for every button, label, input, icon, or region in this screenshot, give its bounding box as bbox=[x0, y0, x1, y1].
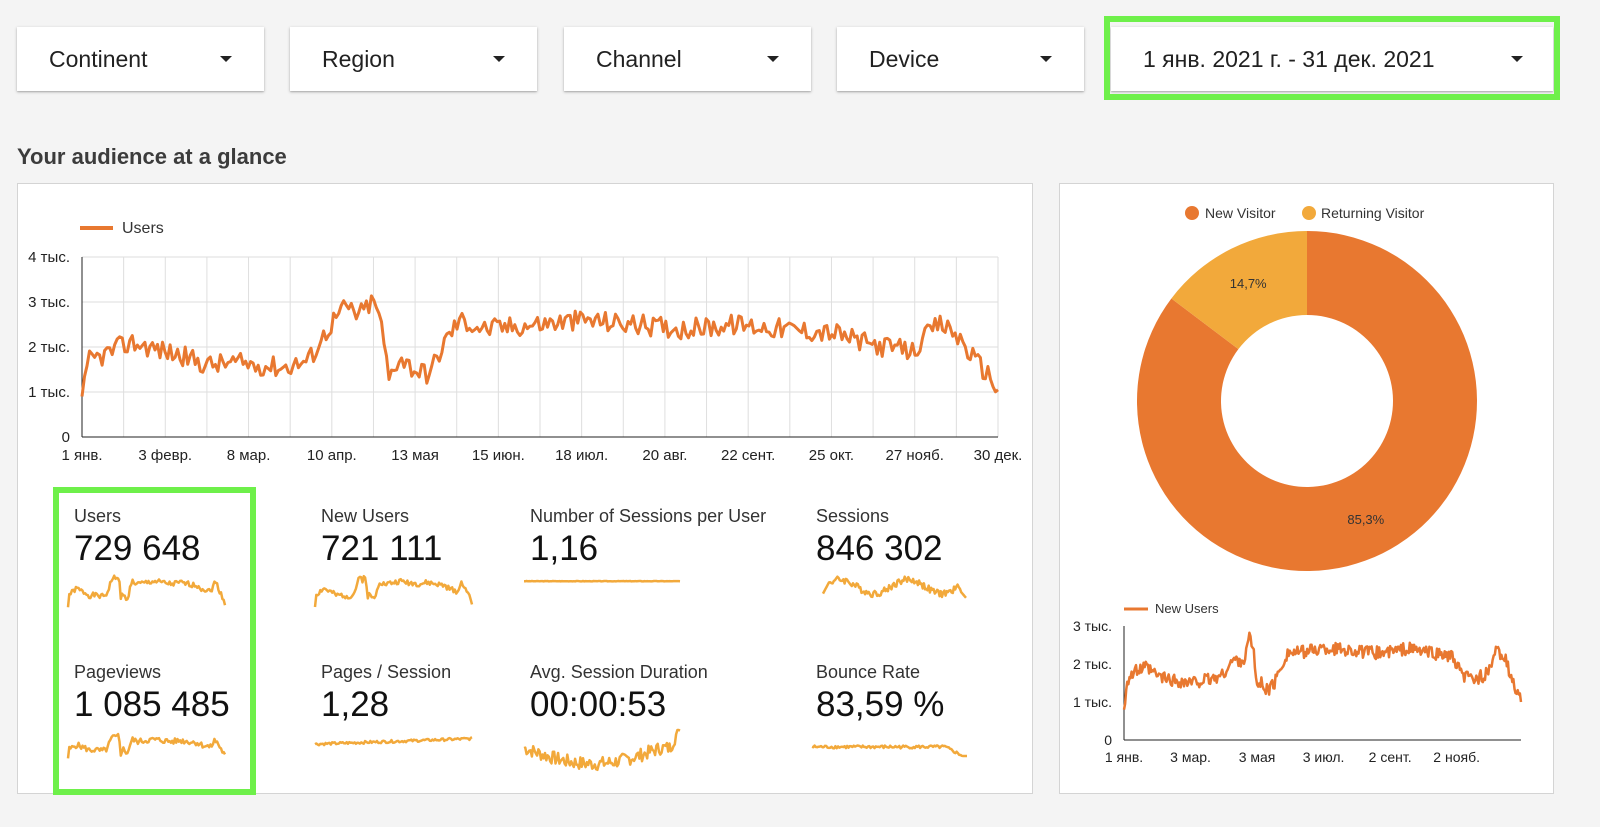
metric-sessions: Sessions 846 302 bbox=[816, 506, 943, 569]
users-series-line bbox=[80, 294, 999, 397]
chevron-down-icon bbox=[767, 56, 779, 62]
metric-value: 1 085 485 bbox=[74, 685, 230, 724]
metric-value: 00:00:53 bbox=[530, 685, 667, 724]
filter-device-label: Device bbox=[869, 45, 940, 72]
metric-label: New Users bbox=[321, 506, 410, 526]
x-tick-label: 1 янв. bbox=[61, 447, 102, 464]
metric-label: Pageviews bbox=[74, 662, 162, 682]
pie-slice-returning-visitor bbox=[1171, 231, 1307, 350]
metric-label: Number of Sessions per User bbox=[530, 506, 767, 526]
users-legend: Users bbox=[80, 220, 164, 237]
pie-label-returning-visitor: 14,7% bbox=[1230, 276, 1267, 291]
x-tick-label: 3 июл. bbox=[1303, 749, 1345, 765]
x-tick-label: 3 мая bbox=[1239, 749, 1276, 765]
y-tick-label: 1 тыс. bbox=[1073, 694, 1112, 710]
metric-avg-session-duration: Avg. Session Duration 00:00:53 bbox=[530, 662, 708, 725]
legend-new-visitor-swatch bbox=[1185, 206, 1199, 220]
chevron-down-icon bbox=[220, 56, 232, 62]
donut-legend: New Visitor Returning Visitor bbox=[1185, 205, 1425, 221]
metric-pages-per-session: Pages / Session 1,28 bbox=[321, 662, 451, 725]
metric-value: 729 648 bbox=[74, 529, 201, 568]
sparklines bbox=[66, 574, 967, 772]
filter-date-range-label: 1 янв. 2021 г. - 31 дек. 2021 bbox=[1143, 45, 1435, 72]
sessions-sparkline bbox=[821, 575, 967, 599]
metric-value: 1,28 bbox=[321, 685, 390, 724]
y-tick-label: 2 тыс. bbox=[28, 339, 70, 356]
x-tick-label: 18 июл. bbox=[555, 447, 608, 464]
filter-channel[interactable]: Channel bbox=[564, 27, 811, 91]
x-tick-label: 3 февр. bbox=[138, 447, 192, 464]
filter-channel-label: Channel bbox=[596, 45, 682, 72]
y-tick-label: 3 тыс. bbox=[1073, 618, 1112, 634]
x-tick-label: 2 сент. bbox=[1369, 749, 1412, 765]
x-tick-label: 8 мар. bbox=[227, 447, 271, 464]
metric-users: Users 729 648 bbox=[74, 506, 201, 569]
new-users-chart: New Users 0 1 тыс. 2 тыс. 3 тыс. 1 янв. 3 ма… bbox=[1073, 601, 1523, 765]
metric-label: Users bbox=[74, 506, 122, 526]
metric-label: Bounce Rate bbox=[816, 662, 921, 682]
users-chart: Users 0 1 тыс. 2 тыс. 3 тыс. 4 тыс. 1 янв. 3 … bbox=[28, 220, 1023, 464]
filter-date-range[interactable]: 1 янв. 2021 г. - 31 дек. 2021 bbox=[1111, 27, 1553, 91]
x-tick-label: 1 янв. bbox=[1105, 749, 1143, 765]
x-tick-label: 27 нояб. bbox=[886, 447, 944, 464]
filter-continent[interactable]: Continent bbox=[17, 27, 264, 91]
section-title: Your audience at a glance bbox=[17, 144, 287, 169]
x-tick-label: 2 нояб. bbox=[1433, 749, 1480, 765]
avg-session-duration-sparkline bbox=[523, 728, 681, 772]
metric-label: Pages / Session bbox=[321, 662, 452, 682]
chevron-down-icon bbox=[1511, 56, 1523, 62]
legend-returning-visitor-swatch bbox=[1302, 206, 1316, 220]
legend-returning-visitor: Returning Visitor bbox=[1321, 205, 1425, 221]
filter-region-label: Region bbox=[322, 45, 395, 72]
y-tick-label: 0 bbox=[1104, 732, 1112, 748]
chevron-down-icon bbox=[493, 56, 505, 62]
new-users-series-line bbox=[1122, 631, 1523, 710]
metric-pageviews: Pageviews 1 085 485 bbox=[74, 662, 230, 725]
new-users-sparkline bbox=[313, 574, 474, 608]
pie-slice-new-visitor bbox=[1137, 231, 1477, 571]
metric-label: Avg. Session Duration bbox=[530, 662, 708, 682]
filter-region[interactable]: Region bbox=[290, 27, 537, 91]
visitor-donut-chart: New Visitor Returning Visitor 85,3% 14,7… bbox=[1137, 205, 1477, 571]
pages-per-session-sparkline bbox=[314, 736, 473, 747]
x-tick-label: 22 сент. bbox=[721, 447, 775, 464]
new-users-legend: New Users bbox=[1124, 601, 1219, 616]
x-tick-label: 25 окт. bbox=[809, 447, 854, 464]
legend-new-visitor: New Visitor bbox=[1205, 205, 1276, 221]
metric-value: 1,16 bbox=[530, 529, 599, 568]
metric-value: 83,59 % bbox=[816, 685, 945, 724]
metric-new-users: New Users 721 111 bbox=[321, 506, 442, 569]
chevron-down-icon bbox=[1040, 56, 1052, 62]
y-tick-label: 2 тыс. bbox=[1073, 656, 1112, 672]
filter-device[interactable]: Device bbox=[837, 27, 1084, 91]
metric-value: 721 111 bbox=[321, 529, 443, 568]
metric-sessions-per-user: Number of Sessions per User 1,16 bbox=[530, 506, 766, 569]
pageviews-sparkline bbox=[66, 732, 227, 759]
y-tick-label: 1 тыс. bbox=[28, 384, 70, 401]
metric-value: 846 302 bbox=[816, 529, 943, 568]
filter-continent-label: Continent bbox=[49, 45, 148, 72]
users-legend-label: Users bbox=[122, 220, 164, 237]
metric-label: Sessions bbox=[816, 506, 890, 526]
metric-bounce-rate: Bounce Rate 83,59 % bbox=[816, 662, 944, 725]
y-tick-label: 4 тыс. bbox=[28, 249, 70, 266]
x-tick-label: 15 июн. bbox=[472, 447, 525, 464]
bounce-rate-sparkline bbox=[811, 744, 967, 758]
x-tick-label: 30 дек. bbox=[974, 447, 1023, 464]
x-tick-label: 3 мар. bbox=[1170, 749, 1211, 765]
pie-label-new-visitor: 85,3% bbox=[1347, 512, 1384, 527]
x-tick-label: 10 апр. bbox=[307, 447, 357, 464]
y-tick-label: 0 bbox=[62, 429, 70, 446]
x-tick-label: 20 авг. bbox=[642, 447, 687, 464]
x-tick-label: 13 мая bbox=[391, 447, 439, 464]
new-users-legend-label: New Users bbox=[1155, 601, 1219, 616]
users-sparkline bbox=[66, 574, 227, 608]
y-tick-label: 3 тыс. bbox=[28, 294, 70, 311]
